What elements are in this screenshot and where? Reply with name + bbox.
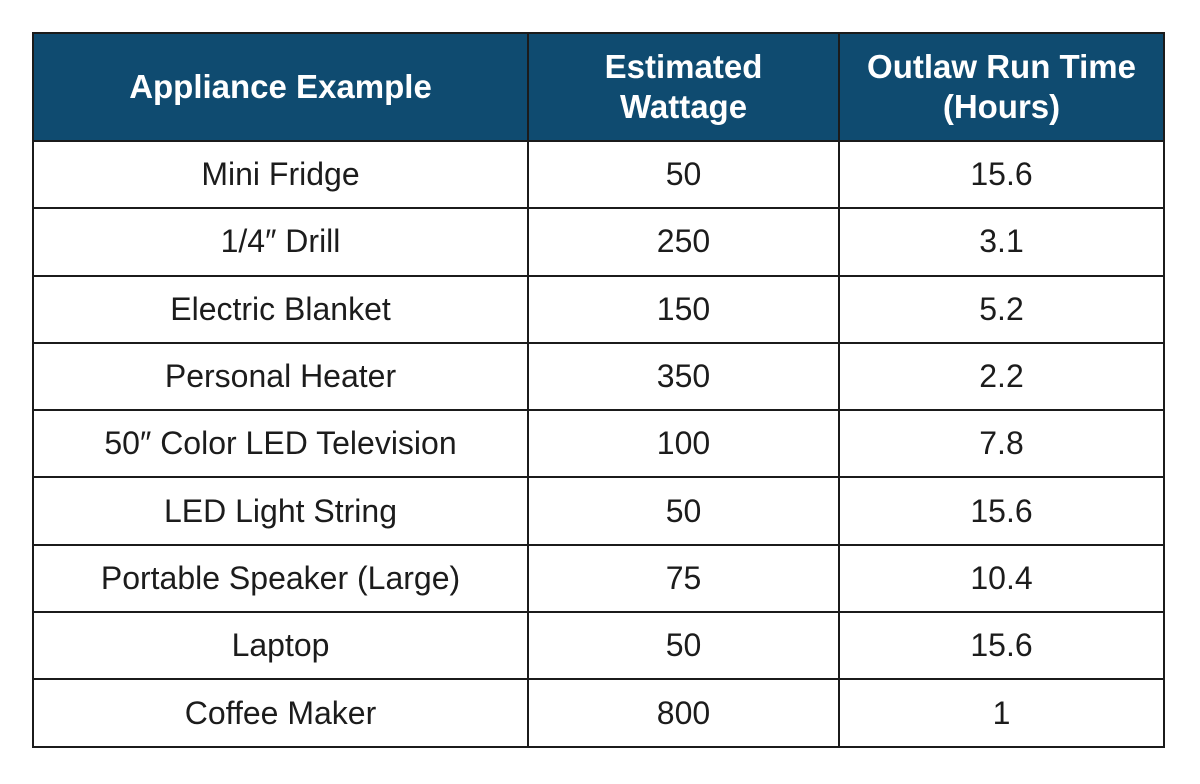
cell-appliance: Portable Speaker (Large) bbox=[32, 543, 529, 614]
table-row: LED Light String 50 15.6 bbox=[32, 476, 1165, 546]
header-outlaw-run-time-line-1: Outlaw Run Time bbox=[867, 48, 1136, 85]
cell-wattage: 50 bbox=[527, 611, 840, 681]
cell-wattage: 350 bbox=[527, 341, 840, 412]
header-estimated-wattage-line-1: Estimated bbox=[604, 48, 763, 85]
table-row: Laptop 50 15.6 bbox=[32, 611, 1165, 681]
table-row: Personal Heater 350 2.2 bbox=[32, 341, 1165, 412]
cell-wattage: 50 bbox=[527, 139, 840, 210]
table-header-row: Appliance Example Estimated Wattage Outl… bbox=[32, 32, 1165, 142]
header-appliance-example: Appliance Example bbox=[32, 32, 529, 142]
table-row: Electric Blanket 150 5.2 bbox=[32, 274, 1165, 344]
cell-run-time: 5.2 bbox=[838, 274, 1165, 344]
cell-appliance: LED Light String bbox=[32, 476, 529, 546]
header-estimated-wattage-line-2: Wattage bbox=[619, 88, 748, 125]
cell-wattage: 800 bbox=[527, 678, 840, 748]
table-row: Mini Fridge 50 15.6 bbox=[32, 139, 1165, 210]
cell-wattage: 100 bbox=[527, 409, 840, 479]
cell-appliance: 50″ Color LED Television bbox=[32, 409, 529, 479]
header-appliance-example-line-1: Appliance Example bbox=[129, 68, 432, 105]
cell-run-time: 15.6 bbox=[838, 476, 1165, 546]
table-row: Portable Speaker (Large) 75 10.4 bbox=[32, 543, 1165, 614]
cell-run-time: 15.6 bbox=[838, 611, 1165, 681]
header-outlaw-run-time-line-2: (Hours) bbox=[942, 88, 1061, 125]
appliance-runtime-table: Appliance Example Estimated Wattage Outl… bbox=[32, 32, 1165, 748]
cell-wattage: 50 bbox=[527, 476, 840, 546]
cell-run-time: 1 bbox=[838, 678, 1165, 748]
cell-appliance: Electric Blanket bbox=[32, 274, 529, 344]
table-row: 50″ Color LED Television 100 7.8 bbox=[32, 409, 1165, 479]
cell-appliance: 1/4″ Drill bbox=[32, 207, 529, 277]
cell-appliance: Mini Fridge bbox=[32, 139, 529, 210]
cell-wattage: 75 bbox=[527, 543, 840, 614]
table-row: 1/4″ Drill 250 3.1 bbox=[32, 207, 1165, 277]
cell-run-time: 3.1 bbox=[838, 207, 1165, 277]
cell-appliance: Coffee Maker bbox=[32, 678, 529, 748]
table-row: Coffee Maker 800 1 bbox=[32, 678, 1165, 748]
cell-appliance: Laptop bbox=[32, 611, 529, 681]
cell-wattage: 250 bbox=[527, 207, 840, 277]
cell-appliance: Personal Heater bbox=[32, 341, 529, 412]
cell-run-time: 2.2 bbox=[838, 341, 1165, 412]
header-outlaw-run-time: Outlaw Run Time (Hours) bbox=[838, 32, 1165, 142]
cell-run-time: 15.6 bbox=[838, 139, 1165, 210]
header-estimated-wattage: Estimated Wattage bbox=[527, 32, 840, 142]
runtime-table-container: Appliance Example Estimated Wattage Outl… bbox=[32, 32, 1165, 748]
cell-run-time: 7.8 bbox=[838, 409, 1165, 479]
cell-run-time: 10.4 bbox=[838, 543, 1165, 614]
cell-wattage: 150 bbox=[527, 274, 840, 344]
